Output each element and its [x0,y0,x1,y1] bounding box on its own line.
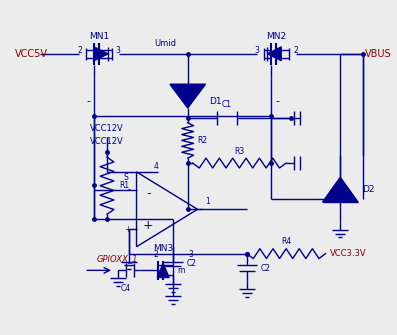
Text: -: - [86,96,90,106]
Text: VCC5V: VCC5V [14,49,48,59]
Text: -: - [127,185,131,194]
Text: R4: R4 [281,237,291,246]
Text: 1: 1 [205,197,210,206]
Text: Umid: Umid [154,39,176,48]
Polygon shape [137,172,198,247]
Text: 3: 3 [188,250,193,259]
Polygon shape [322,177,358,202]
Text: MN1: MN1 [89,31,109,41]
Text: m: m [177,266,184,275]
Text: VCC12V: VCC12V [90,137,124,146]
Polygon shape [157,263,169,277]
Text: VCC12V: VCC12V [90,124,124,133]
Text: +: + [124,224,131,233]
Text: VBUS: VBUS [365,49,391,59]
Text: 3: 3 [255,46,260,55]
Text: -: - [275,96,279,106]
Text: GPIOXX_1: GPIOXX_1 [96,254,138,263]
Text: R3: R3 [234,147,244,156]
Text: C4: C4 [121,283,131,292]
Text: 2: 2 [78,46,83,55]
Text: R1: R1 [119,181,129,190]
Text: D2: D2 [362,185,374,194]
Text: C2: C2 [260,264,270,273]
Text: 3: 3 [116,46,121,55]
Text: C2: C2 [187,259,197,268]
Text: 2: 2 [154,250,158,259]
Text: C1: C1 [222,100,232,110]
Text: 4: 4 [154,161,159,171]
Text: +: + [143,218,154,231]
Text: MN3: MN3 [153,244,173,253]
Polygon shape [268,47,281,61]
Text: VCC3.3V: VCC3.3V [330,249,366,258]
Text: 2: 2 [293,46,298,55]
Polygon shape [94,47,108,61]
Text: -: - [146,187,150,200]
Text: S: S [124,173,129,182]
Polygon shape [170,84,205,108]
Text: D1: D1 [209,96,222,106]
Text: R2: R2 [198,136,208,145]
Text: MN2: MN2 [266,31,286,41]
